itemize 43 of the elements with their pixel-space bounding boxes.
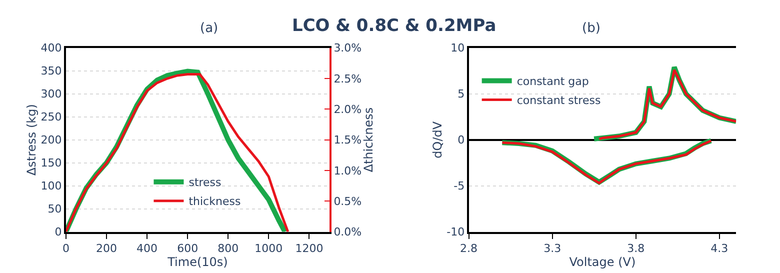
y2-tick-label: 3.0% [334, 42, 362, 55]
y-tick-label: 300 [40, 88, 62, 101]
x-tick-label: 3.3 [544, 242, 562, 255]
legend-label: constant stress [516, 94, 601, 108]
y-axis-title: Δstress (kg) [24, 104, 39, 176]
text: LCO & 0.8C & 0.2MPa [292, 16, 496, 36]
y2-tick-label: 0.5% [334, 195, 362, 208]
y2-tick-label: 1.0% [334, 164, 362, 178]
y2-tick-label: 1.5% [334, 134, 362, 147]
y-tick-label: -5 [454, 180, 465, 193]
x-tick-label: 800 [218, 242, 239, 255]
x-tick-label: 1200 [295, 242, 324, 255]
x-tick-label: 2.8 [460, 242, 478, 255]
y-axis-title: dQ/dV [430, 120, 444, 158]
y-tick-label: 400 [40, 42, 62, 55]
y-tick-label: 0 [54, 226, 62, 239]
y2-tick-label: 0.0% [334, 226, 362, 239]
y-tick-label: 200 [40, 134, 62, 147]
y-tick-label: 0 [458, 134, 465, 147]
x-tick-label: 4.3 [710, 242, 728, 255]
x-tick-label: 3.8 [627, 242, 645, 255]
y-tick-label: 10 [450, 42, 465, 55]
legend-label: thickness [188, 195, 241, 208]
x-axis-title: Voltage (V) [569, 255, 636, 269]
legend-label: constant gap [516, 75, 589, 88]
x-tick-label: 600 [177, 242, 198, 255]
y-tick-label: 5 [458, 88, 465, 101]
x-tick-label: 1000 [254, 242, 283, 255]
y-tick-label: -10 [446, 226, 465, 239]
y-tick-label: 50 [48, 202, 62, 216]
y2-tick-label: 2.0% [334, 103, 362, 116]
y2-axis-title: Δthickness [362, 107, 376, 172]
x-tick-label: 200 [96, 242, 117, 255]
y-tick-label: 250 [40, 110, 62, 124]
y-tick-label: 350 [40, 64, 62, 78]
legend-label: stress [188, 176, 222, 190]
y-tick-label: 150 [40, 156, 62, 170]
y2-tick-label: 2.5% [334, 72, 362, 86]
x-tick-label: 400 [136, 242, 158, 255]
y-tick-label: 100 [40, 180, 62, 193]
chart-title: (a) [200, 21, 218, 36]
x-axis-title: Time(10s) [166, 255, 228, 269]
chart-title: (b) [582, 21, 600, 36]
